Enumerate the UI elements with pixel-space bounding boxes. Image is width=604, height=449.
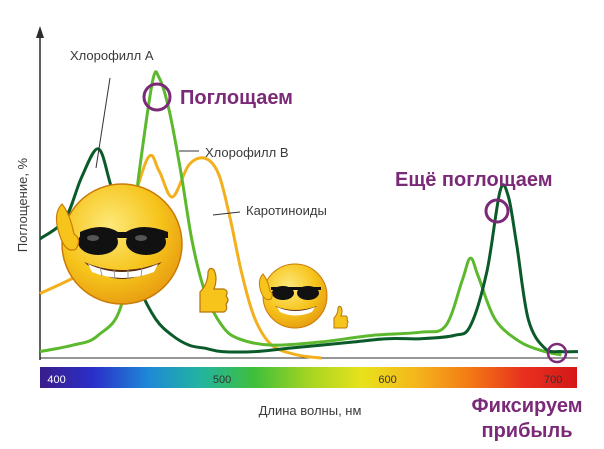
x-tick-labels: 400 500 600 700 (47, 374, 562, 386)
annotation-absorb-again: Ещё поглощаем (395, 169, 553, 191)
smiley-small-icon (258, 263, 328, 329)
peak-circle-chlorophyll-b (142, 82, 172, 112)
x-axis-label: Длина волны, нм (259, 403, 362, 418)
x-tick-label: 500 (213, 374, 231, 386)
leader-line-chlorophyll-a (95, 77, 111, 169)
smiley-big-icon (55, 183, 183, 305)
series-label-carotenoids: Каротиноиды (246, 203, 327, 218)
series-label-chlorophyll-b: Хлорофилл В (205, 145, 289, 160)
x-tick-label: 400 (47, 374, 65, 386)
series-label-chlorophyll-a: Хлорофилл А (70, 48, 154, 63)
annotation-profit-line1: Фиксируем (472, 395, 583, 417)
leader-line-carotenoids (212, 211, 241, 216)
peak-circle-chlorophyll-a (484, 198, 510, 224)
annotation-profit-line2: прибыль (481, 420, 572, 442)
annotation-absorb: Поглощаем (180, 87, 293, 109)
x-tick-label: 700 (544, 374, 562, 386)
spectrum-bar (40, 367, 577, 388)
y-axis-label: Поглощение, % (15, 157, 30, 252)
x-tick-label: 600 (378, 374, 396, 386)
y-axis-arrow-icon (36, 26, 44, 38)
thumbs-up-icon (199, 267, 229, 313)
thumbs-up-small-icon (333, 305, 349, 329)
end-circle (546, 342, 568, 364)
y-axis (36, 26, 44, 360)
